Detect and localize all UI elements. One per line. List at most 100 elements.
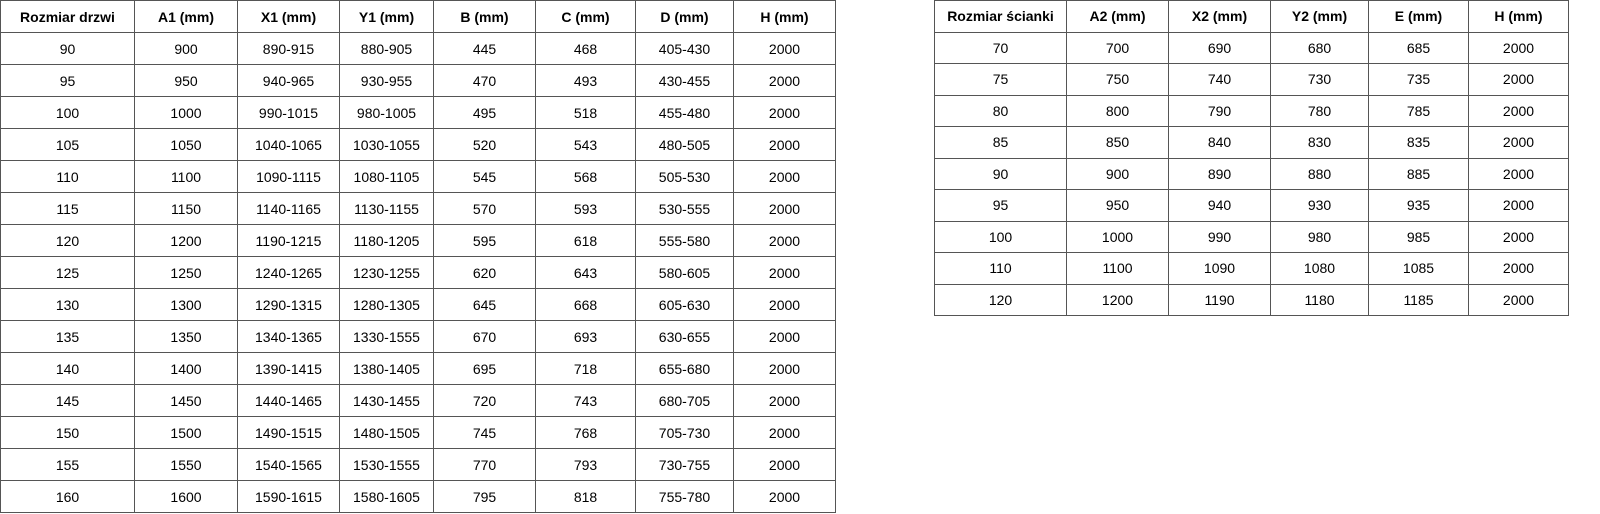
table-cell: 693 — [535, 320, 636, 353]
table-cell: 890-915 — [237, 32, 340, 65]
table-cell: 1240-1265 — [237, 256, 340, 289]
table-row: 90 900 890-915 880-905 445 468 405-430 2000 — [0, 32, 836, 65]
table-cell: 593 — [535, 192, 636, 225]
table-cell: 1190-1215 — [237, 224, 340, 257]
table-cell: 745 — [433, 416, 536, 449]
table-cell: 125 — [0, 256, 135, 289]
table-row: 75 750 740 730 735 2000 — [934, 63, 1569, 96]
table-cell: 555-580 — [635, 224, 734, 257]
table-cell: 95 — [934, 189, 1067, 222]
table-cell: 743 — [535, 384, 636, 417]
table-cell: 2000 — [733, 320, 836, 353]
table-cell: 405-430 — [635, 32, 734, 65]
column-header: X1 (mm) — [237, 0, 340, 33]
table-cell: 468 — [535, 32, 636, 65]
column-header: C (mm) — [535, 0, 636, 33]
table-cell: 735 — [1368, 63, 1469, 96]
table-cell: 100 — [934, 220, 1067, 253]
table-row: 100 1000 990 980 985 2000 — [934, 220, 1569, 253]
table-cell: 793 — [535, 448, 636, 481]
table-cell: 700 — [1066, 31, 1169, 64]
table-cell: 935 — [1368, 189, 1469, 222]
table-cell: 1530-1555 — [339, 448, 434, 481]
table-row: 90 900 890 880 885 2000 — [934, 157, 1569, 190]
table-cell: 620 — [433, 256, 536, 289]
table-cell: 110 — [934, 252, 1067, 285]
table-cell: 140 — [0, 352, 135, 385]
table-cell: 980 — [1270, 220, 1369, 253]
table-cell: 990-1015 — [237, 96, 340, 129]
table-cell: 770 — [433, 448, 536, 481]
table-row: 140 1400 1390-1415 1380-1405 695 718 655-680 20… — [0, 352, 836, 385]
table-cell: 480-505 — [635, 128, 734, 161]
table-cell: 605-630 — [635, 288, 734, 321]
table-cell: 685 — [1368, 31, 1469, 64]
table-cell: 880-905 — [339, 32, 434, 65]
table-cell: 720 — [433, 384, 536, 417]
table-cell: 680 — [1270, 31, 1369, 64]
table-cell: 740 — [1168, 63, 1271, 96]
table-cell: 160 — [0, 480, 135, 513]
table-cell: 1340-1365 — [237, 320, 340, 353]
table-cell: 2000 — [1468, 189, 1569, 222]
table-cell: 1330-1555 — [339, 320, 434, 353]
column-header: Y1 (mm) — [339, 0, 434, 33]
table-cell: 80 — [934, 94, 1067, 127]
table-cell: 785 — [1368, 94, 1469, 127]
table-cell: 105 — [0, 128, 135, 161]
table-cell: 1230-1255 — [339, 256, 434, 289]
table-cell: 2000 — [733, 64, 836, 97]
column-header: D (mm) — [635, 0, 734, 33]
table-cell: 695 — [433, 352, 536, 385]
table-row: 145 1450 1440-1465 1430-1455 720 743 680-705 20… — [0, 384, 836, 417]
column-header: A1 (mm) — [134, 0, 238, 33]
table-cell: 880 — [1270, 157, 1369, 190]
table-cell: 580-605 — [635, 256, 734, 289]
column-header: A2 (mm) — [1066, 0, 1169, 33]
table-cell: 2000 — [1468, 252, 1569, 285]
table-cell: 90 — [0, 32, 135, 65]
table-cell: 830 — [1270, 126, 1369, 159]
table-row: 80 800 790 780 785 2000 — [934, 94, 1569, 127]
table-cell: 940 — [1168, 189, 1271, 222]
table-cell: 505-530 — [635, 160, 734, 193]
table-row: 110 1100 1090-1115 1080-1105 545 568 505-530 20… — [0, 160, 836, 193]
table-cell: 1085 — [1368, 252, 1469, 285]
table-cell: 1290-1315 — [237, 288, 340, 321]
table-cell: 520 — [433, 128, 536, 161]
table-row: 95 950 940-965 930-955 470 493 430-455 2000 — [0, 64, 836, 97]
table-row: 125 1250 1240-1265 1230-1255 620 643 580-605 20… — [0, 256, 836, 289]
column-header: Rozmiar ścianki — [934, 0, 1067, 33]
table-cell: 800 — [1066, 94, 1169, 127]
table-cell: 1400 — [134, 352, 238, 385]
table-cell: 1200 — [134, 224, 238, 257]
table-cell: 1080 — [1270, 252, 1369, 285]
table-cell: 1440-1465 — [237, 384, 340, 417]
table-cell: 1090 — [1168, 252, 1271, 285]
table-cell: 130 — [0, 288, 135, 321]
table-cell: 90 — [934, 157, 1067, 190]
table-row: 115 1150 1140-1165 1130-1155 570 593 530-555 20… — [0, 192, 836, 225]
table-cell: 990 — [1168, 220, 1271, 253]
table-cell: 120 — [934, 283, 1067, 316]
table-cell: 85 — [934, 126, 1067, 159]
table-cell: 668 — [535, 288, 636, 321]
table-cell: 470 — [433, 64, 536, 97]
table-cell: 530-555 — [635, 192, 734, 225]
table-cell: 890 — [1168, 157, 1271, 190]
table-row: 160 1600 1590-1615 1580-1605 795 818 755-780 20… — [0, 480, 836, 513]
table-cell: 430-455 — [635, 64, 734, 97]
table-row: 120 1200 1190 1180 1185 2000 — [934, 283, 1569, 316]
table-cell: 2000 — [733, 416, 836, 449]
table-row: 135 1350 1340-1365 1330-1555 670 693 630-655 20… — [0, 320, 836, 353]
table-cell: 155 — [0, 448, 135, 481]
table-cell: 1500 — [134, 416, 238, 449]
table-cell: 2000 — [733, 160, 836, 193]
table-cell: 1350 — [134, 320, 238, 353]
table-cell: 1390-1415 — [237, 352, 340, 385]
table-cell: 150 — [0, 416, 135, 449]
table-cell: 1280-1305 — [339, 288, 434, 321]
table-cell: 1190 — [1168, 283, 1271, 316]
table-cell: 2000 — [733, 32, 836, 65]
table-cell: 2000 — [733, 352, 836, 385]
